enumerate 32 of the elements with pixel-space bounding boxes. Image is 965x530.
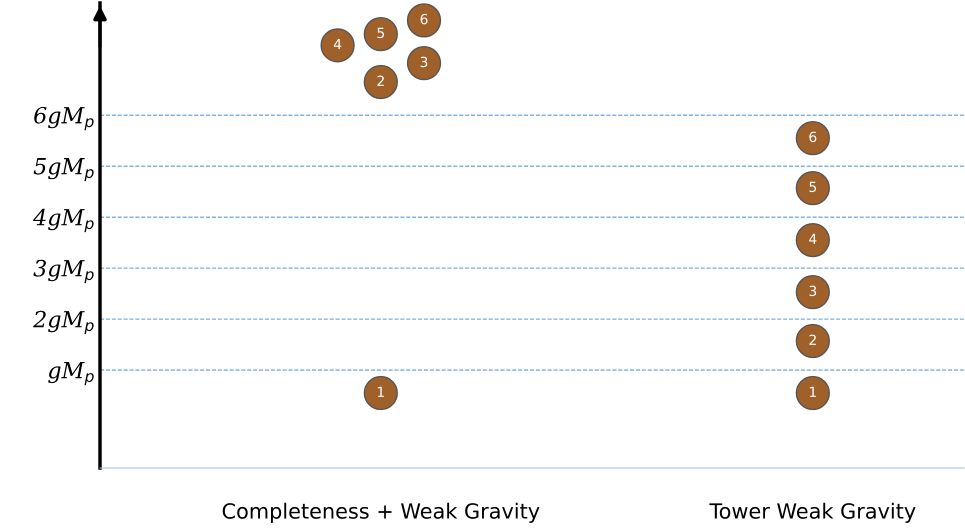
point — [320, 28, 355, 62]
point — [796, 324, 830, 358]
point — [364, 16, 398, 52]
y-tick-label: 3gM$_{p}$ — [33, 260, 94, 284]
point — [364, 64, 398, 100]
point — [364, 376, 398, 410]
y-tick-label: 2gM$_{p}$ — [33, 310, 94, 334]
annotation: 4 — [809, 234, 816, 244]
annotation: 2 — [809, 334, 816, 345]
point — [796, 120, 830, 156]
y-tick-label: 6gM$_{p}$ — [34, 106, 94, 130]
annotation: 5 — [377, 28, 384, 38]
point — [406, 46, 442, 80]
annotation: 6 — [420, 14, 428, 24]
point — [796, 170, 830, 206]
annotation: 1 — [378, 386, 384, 397]
point — [406, 3, 442, 38]
y-tick-label: 4gM$_{p}$ — [33, 208, 94, 232]
annotation: 4 — [334, 39, 342, 50]
point — [796, 274, 830, 310]
point — [796, 222, 830, 258]
annotation: 5 — [809, 182, 816, 192]
annotation: 3 — [809, 286, 816, 296]
point — [796, 376, 830, 410]
x-tick-label: Completeness + Weak Gravity — [222, 502, 540, 523]
y-tick-label: 5gM$_{p}$ — [34, 158, 94, 182]
annotation: 1 — [810, 386, 816, 397]
annotation: 3 — [420, 56, 428, 68]
annotation: 2 — [377, 76, 384, 86]
y-tick-label: gM$_{p}$ — [48, 362, 94, 386]
annotation: 6 — [809, 132, 816, 142]
x-tick-label: Tower Weak Gravity — [709, 502, 916, 523]
